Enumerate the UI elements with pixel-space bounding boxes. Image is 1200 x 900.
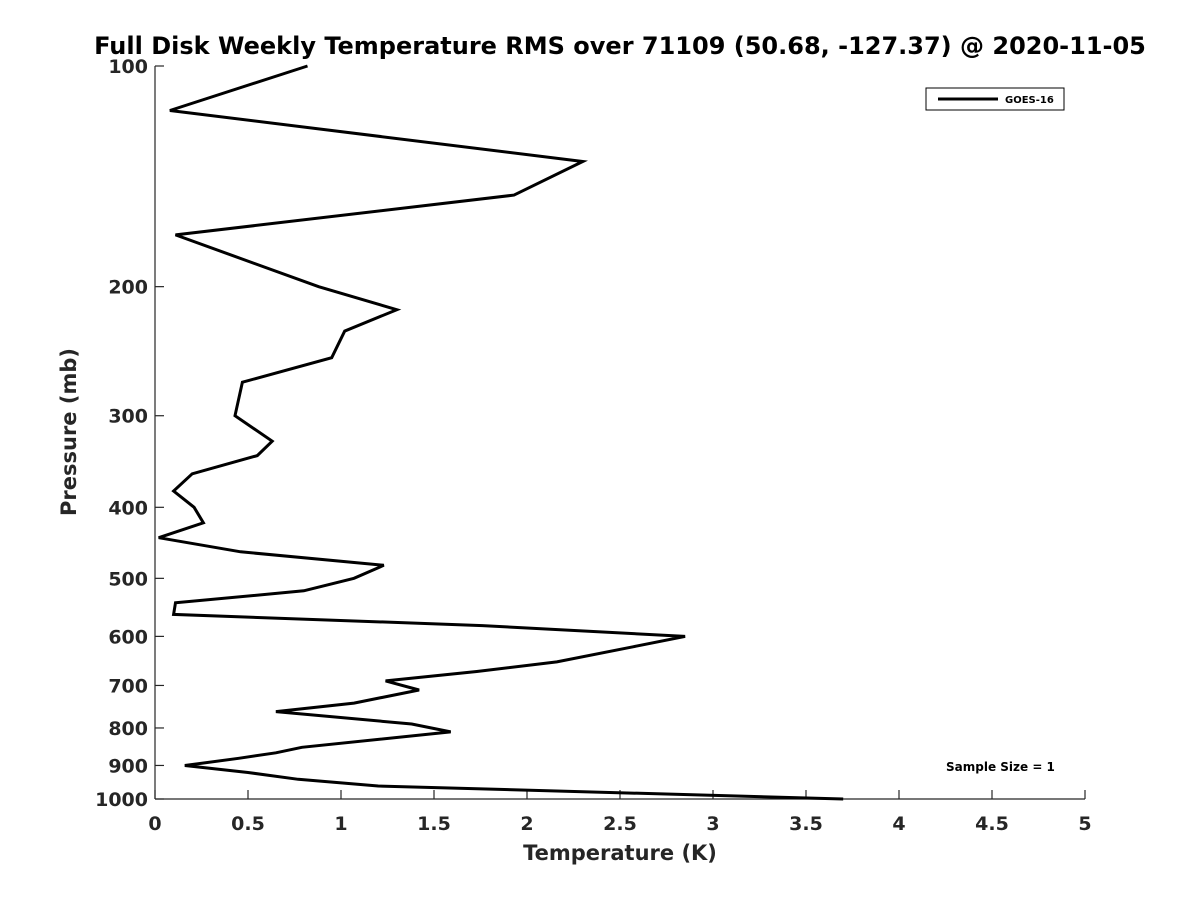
y-tick-label: 800 xyxy=(108,718,148,740)
y-tick-label: 700 xyxy=(108,675,148,697)
y-tick-label: 500 xyxy=(108,568,148,590)
chart-title: Full Disk Weekly Temperature RMS over 71… xyxy=(94,32,1146,60)
sample-size-annotation: Sample Size = 1 xyxy=(946,760,1055,774)
y-axis-label: Pressure (mb) xyxy=(57,348,81,516)
x-tick-label: 1.5 xyxy=(417,813,451,835)
legend: GOES-16 xyxy=(925,87,1065,111)
y-tick-label: 200 xyxy=(108,277,148,299)
x-tick-label: 2 xyxy=(520,813,533,835)
legend-label: GOES-16 xyxy=(1005,95,1054,106)
x-tick-label: 2.5 xyxy=(603,813,637,835)
x-tick-label: 0 xyxy=(148,813,161,835)
x-tick-label: 4.5 xyxy=(975,813,1009,835)
y-tick-label: 300 xyxy=(108,406,148,428)
y-axis-ticks: 100 200 300 400 500 600 700 800 900 1000 xyxy=(95,56,164,811)
series-line-goes-16 xyxy=(158,64,844,801)
y-tick-label: 900 xyxy=(108,755,148,777)
y-tick-label: 100 xyxy=(108,56,148,78)
y-tick-label: 600 xyxy=(108,626,148,648)
y-tick-label: 1000 xyxy=(95,789,148,811)
y-tick-label: 400 xyxy=(108,497,148,519)
x-axis-ticks: 0 0.5 1 1.5 2 2.5 3 3.5 4 4.5 5 xyxy=(148,790,1092,835)
series-layer xyxy=(158,64,844,801)
x-tick-label: 1 xyxy=(334,813,347,835)
x-tick-label: 4 xyxy=(892,813,905,835)
x-tick-label: 3.5 xyxy=(789,813,823,835)
x-tick-label: 0.5 xyxy=(231,813,265,835)
x-tick-label: 5 xyxy=(1078,813,1091,835)
x-tick-label: 3 xyxy=(706,813,719,835)
x-axis-label: Temperature (K) xyxy=(523,841,717,865)
